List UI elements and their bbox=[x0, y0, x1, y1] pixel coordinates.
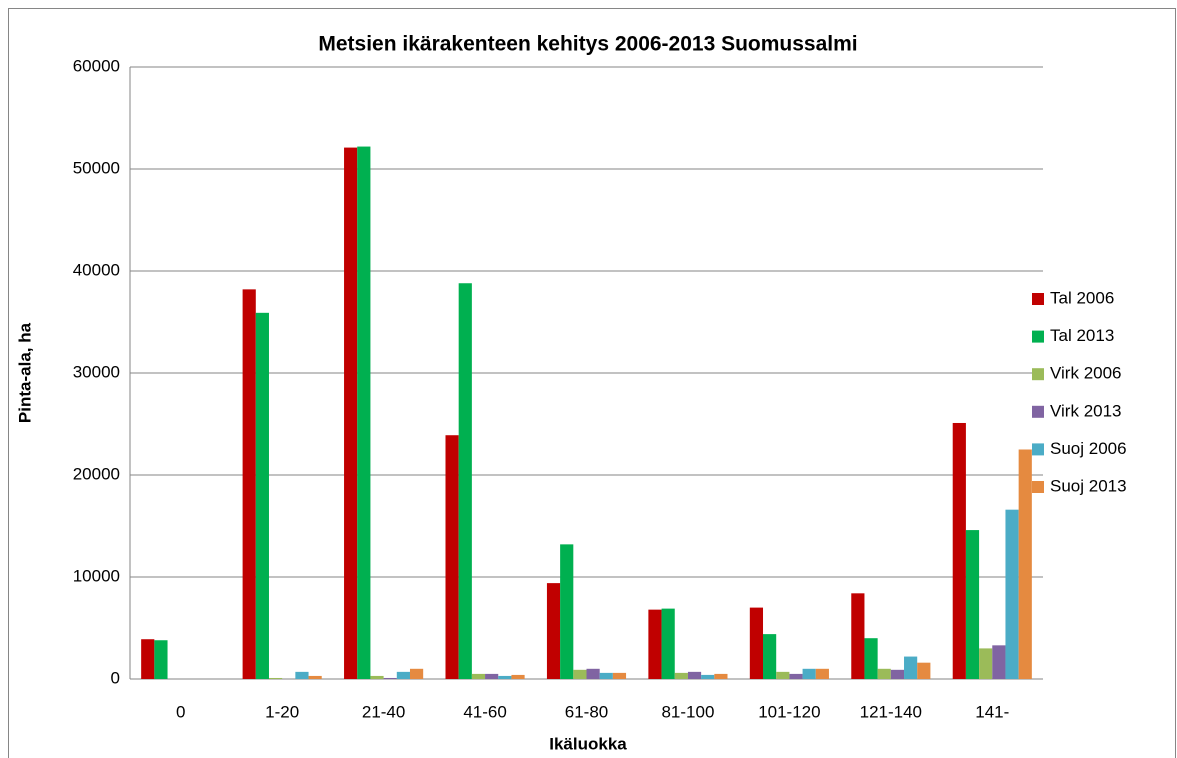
x-tick-label: 81-100 bbox=[661, 702, 714, 721]
bar bbox=[890, 669, 905, 679]
x-tick-label: 101-120 bbox=[758, 702, 820, 721]
legend-swatch bbox=[1032, 405, 1044, 418]
bar bbox=[242, 289, 256, 679]
y-tick-label: 50000 bbox=[73, 158, 120, 177]
x-tick-label: 121-140 bbox=[860, 702, 922, 721]
bar bbox=[612, 672, 627, 679]
y-tick-label: 40000 bbox=[73, 260, 120, 279]
y-tick-label: 0 bbox=[111, 668, 120, 687]
bar bbox=[904, 656, 918, 679]
legend-swatch bbox=[1032, 481, 1044, 493]
bar bbox=[687, 671, 702, 679]
bar bbox=[802, 668, 816, 679]
bar bbox=[815, 668, 829, 679]
bar bbox=[560, 544, 574, 679]
x-tick-label: 41-60 bbox=[463, 702, 506, 721]
bar bbox=[1005, 509, 1019, 679]
bar bbox=[409, 668, 424, 679]
y-tick-label: 30000 bbox=[73, 362, 120, 381]
bar bbox=[370, 675, 384, 679]
bar bbox=[864, 638, 878, 679]
y-tick-label: 20000 bbox=[73, 464, 120, 483]
bar bbox=[877, 668, 891, 679]
legend-label: Virk 2006 bbox=[1050, 364, 1122, 383]
legend-label: Suoj 2013 bbox=[1050, 476, 1127, 495]
bar bbox=[295, 671, 309, 679]
bar bbox=[789, 673, 803, 679]
bar bbox=[396, 671, 410, 679]
bar bbox=[573, 669, 587, 679]
bar bbox=[661, 608, 675, 679]
bar bbox=[445, 435, 459, 679]
bar bbox=[268, 677, 283, 679]
bar bbox=[952, 422, 966, 679]
bar bbox=[458, 283, 472, 679]
legend-label: Virk 2013 bbox=[1050, 401, 1122, 420]
bar bbox=[255, 312, 269, 679]
x-axis-label: Ikäluokka bbox=[549, 734, 627, 753]
bar bbox=[546, 583, 561, 679]
y-axis-label: Pinta-ala, ha bbox=[15, 322, 34, 423]
bar bbox=[471, 673, 486, 679]
chart-title: Metsien ikärakenteen kehitys 2006-2013 S… bbox=[318, 33, 857, 56]
bar bbox=[308, 675, 322, 679]
x-tick-label: 21-40 bbox=[362, 702, 405, 721]
bar bbox=[599, 672, 613, 679]
bar bbox=[701, 674, 715, 679]
x-tick-label: 61-80 bbox=[565, 702, 608, 721]
legend-swatch bbox=[1032, 330, 1044, 343]
bar bbox=[851, 593, 865, 679]
legend-swatch bbox=[1032, 293, 1044, 305]
bar bbox=[749, 607, 764, 679]
bar bbox=[648, 609, 662, 679]
bar bbox=[498, 675, 512, 679]
bar bbox=[1018, 449, 1032, 679]
legend-label: Tal 2006 bbox=[1050, 288, 1114, 307]
x-tick-label: 141- bbox=[975, 702, 1009, 721]
y-tick-label: 10000 bbox=[73, 566, 120, 585]
bar bbox=[714, 673, 728, 679]
bar bbox=[344, 147, 358, 679]
legend-swatch bbox=[1032, 368, 1044, 381]
bar bbox=[917, 662, 931, 679]
bar bbox=[485, 673, 499, 679]
bar bbox=[154, 640, 168, 679]
chart-frame bbox=[8, 8, 1176, 758]
legend-label: Suoj 2006 bbox=[1050, 439, 1127, 458]
bar bbox=[357, 146, 371, 679]
bar bbox=[674, 672, 688, 679]
bar bbox=[776, 671, 790, 679]
x-tick-label: 0 bbox=[176, 702, 185, 721]
legend-label: Tal 2013 bbox=[1050, 326, 1114, 345]
bar bbox=[992, 645, 1006, 679]
x-tick-label: 1-20 bbox=[265, 702, 299, 721]
y-tick-label: 60000 bbox=[73, 56, 120, 75]
bar bbox=[141, 639, 155, 679]
bar bbox=[383, 677, 397, 679]
legend-swatch bbox=[1032, 443, 1044, 456]
bar bbox=[586, 668, 600, 679]
bar bbox=[979, 648, 993, 679]
bar bbox=[511, 674, 525, 679]
bar bbox=[965, 530, 980, 679]
bar bbox=[763, 634, 777, 679]
